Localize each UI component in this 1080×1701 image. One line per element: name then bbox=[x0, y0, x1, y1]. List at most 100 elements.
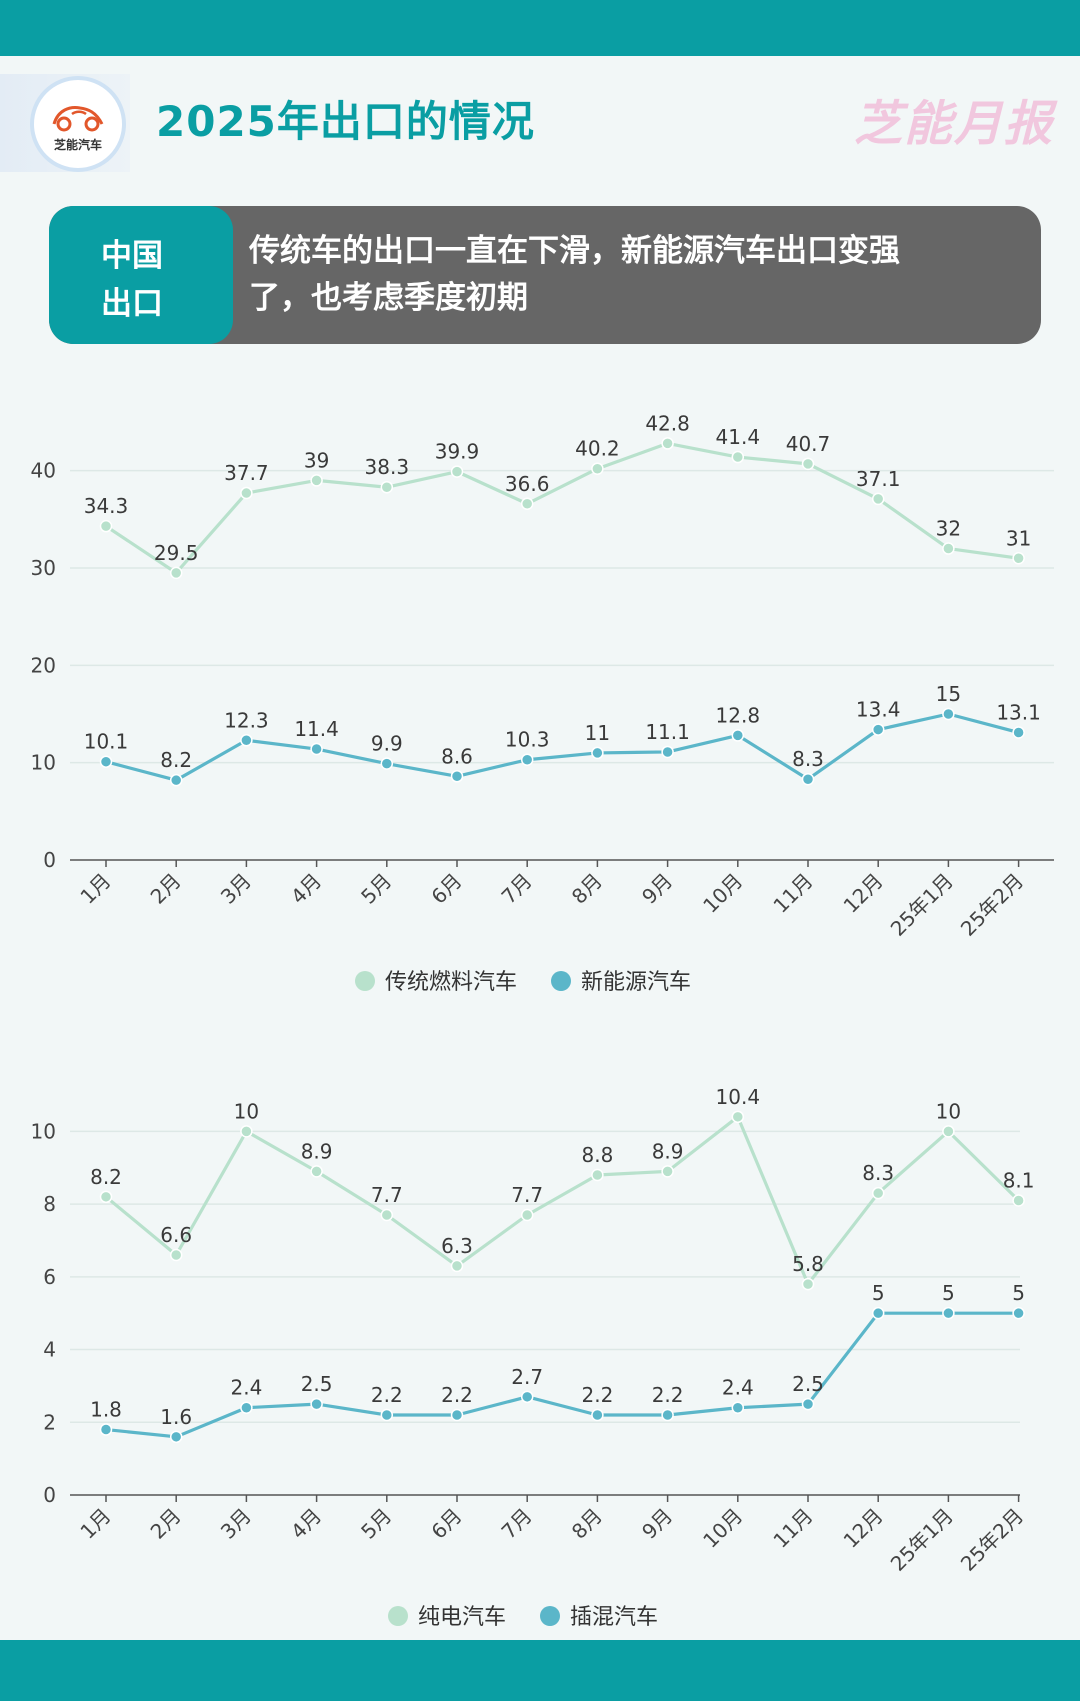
data-label: 36.6 bbox=[505, 472, 550, 496]
data-point bbox=[99, 1423, 113, 1436]
series-line bbox=[104, 1115, 1020, 1286]
data-point bbox=[99, 519, 113, 533]
data-label: 32 bbox=[936, 517, 961, 541]
series-line bbox=[105, 441, 1019, 575]
banner-tag: 中国 出口 bbox=[49, 206, 233, 344]
data-point bbox=[310, 1397, 323, 1411]
data-label: 8.1 bbox=[1003, 1168, 1035, 1192]
data-point bbox=[871, 723, 885, 736]
data-label: 1.6 bbox=[160, 1405, 192, 1429]
data-label: 8.3 bbox=[792, 747, 824, 771]
data-label: 5.8 bbox=[792, 1252, 824, 1276]
data-point bbox=[871, 492, 885, 506]
data-point bbox=[1012, 1194, 1025, 1207]
data-point bbox=[591, 746, 604, 760]
data-point bbox=[1012, 726, 1025, 739]
x-tick-label: 8月 bbox=[567, 869, 607, 909]
x-tick-label: 5月 bbox=[356, 1504, 396, 1544]
legend-marker bbox=[540, 1606, 560, 1626]
data-point bbox=[310, 1165, 323, 1178]
data-label: 37.1 bbox=[856, 467, 901, 491]
data-label: 6.6 bbox=[160, 1223, 192, 1247]
data-point bbox=[661, 745, 674, 759]
data-label: 8.9 bbox=[652, 1139, 684, 1163]
bottom-bar bbox=[0, 1640, 1080, 1701]
brand-watermark: 芝能月报 bbox=[853, 96, 1054, 152]
legend-label: 新能源汽车 bbox=[581, 970, 691, 995]
banner-text: 传统车的出口一直在下滑，新能源汽车出口变强 了，也考虑季度初期 bbox=[249, 228, 1009, 322]
legend-marker bbox=[388, 1606, 408, 1626]
y-tick-label: 10 bbox=[31, 1119, 56, 1143]
data-label: 15 bbox=[936, 682, 961, 706]
data-label: 11 bbox=[585, 721, 610, 745]
legend-marker bbox=[551, 971, 571, 991]
data-point bbox=[520, 753, 534, 766]
y-tick-label: 20 bbox=[31, 653, 56, 677]
x-tick-label: 9月 bbox=[637, 1504, 677, 1544]
data-point bbox=[450, 1408, 464, 1422]
x-tick-label: 5月 bbox=[356, 869, 396, 909]
data-point bbox=[942, 1125, 955, 1138]
data-label: 12.3 bbox=[224, 708, 269, 732]
data-label: 2.7 bbox=[511, 1365, 543, 1389]
data-label: 10.4 bbox=[716, 1085, 761, 1109]
data-label: 2.2 bbox=[652, 1383, 684, 1407]
data-label: 8.8 bbox=[581, 1143, 613, 1167]
legend-label: 传统燃料汽车 bbox=[385, 970, 517, 995]
x-tick-label: 4月 bbox=[286, 1504, 326, 1544]
x-tick-label: 8月 bbox=[567, 1504, 607, 1544]
x-tick-label: 10月 bbox=[698, 869, 747, 918]
y-tick-label: 6 bbox=[43, 1265, 56, 1289]
x-tick-label: 11月 bbox=[768, 1504, 817, 1553]
y-tick-label: 4 bbox=[43, 1338, 56, 1362]
data-point bbox=[801, 1397, 815, 1411]
data-point bbox=[380, 757, 394, 770]
x-tick-label: 2月 bbox=[146, 869, 186, 909]
data-label: 10 bbox=[936, 1099, 961, 1123]
banner-tag-line-1: 中国 bbox=[101, 238, 163, 274]
data-point bbox=[731, 450, 745, 464]
data-label: 1.8 bbox=[90, 1398, 122, 1422]
data-label: 38.3 bbox=[365, 455, 410, 479]
y-tick-label: 40 bbox=[31, 459, 56, 483]
banner-tag-line-2: 出口 bbox=[101, 286, 163, 322]
data-point bbox=[731, 1401, 745, 1414]
series-line bbox=[105, 1311, 1019, 1439]
data-label: 2.4 bbox=[230, 1376, 262, 1400]
data-label: 40.7 bbox=[786, 432, 831, 456]
legend-label: 纯电汽车 bbox=[418, 1605, 506, 1630]
data-point bbox=[520, 1208, 534, 1222]
chart-fuel-vs-nev: 0 10 20 30 40 1月 2月 3月 4月 5月 6月 7月 8月 9月 10月 11月 12月25年1… bbox=[31, 411, 1054, 995]
data-point bbox=[801, 457, 815, 471]
banner-text-line-1: 传统车的出口一直在下滑，新能源汽车出口变强 bbox=[249, 233, 900, 269]
x-tick-label: 12月 bbox=[839, 1504, 888, 1553]
x-tick-label: 4月 bbox=[286, 869, 326, 909]
banner-text-line-2: 了，也考虑季度初期 bbox=[249, 280, 528, 316]
data-point bbox=[591, 462, 604, 475]
data-point bbox=[520, 497, 534, 511]
data-point bbox=[380, 480, 394, 494]
data-point bbox=[99, 1190, 113, 1204]
data-point bbox=[240, 486, 253, 500]
data-point bbox=[942, 707, 955, 721]
data-label: 6.3 bbox=[441, 1234, 473, 1258]
data-label: 2.5 bbox=[792, 1372, 824, 1396]
data-point bbox=[661, 1165, 674, 1178]
data-label: 5 bbox=[872, 1281, 885, 1305]
data-point bbox=[871, 1186, 885, 1200]
x-tick-label: 12月 bbox=[839, 869, 888, 918]
data-point bbox=[731, 1110, 745, 1124]
x-tick-label: 10月 bbox=[698, 1504, 747, 1553]
data-label: 5 bbox=[1012, 1281, 1025, 1305]
data-point bbox=[450, 465, 464, 478]
x-tick-label: 9月 bbox=[637, 869, 677, 909]
x-tick-label: 6月 bbox=[426, 869, 466, 909]
data-label: 29.5 bbox=[154, 541, 199, 565]
top-bar bbox=[0, 0, 1080, 56]
data-label: 10.1 bbox=[84, 730, 129, 754]
x-tick-label: 3月 bbox=[216, 869, 256, 909]
data-point bbox=[871, 1306, 885, 1320]
data-point bbox=[240, 1401, 253, 1414]
data-point bbox=[380, 1208, 394, 1222]
x-tick-label: 6月 bbox=[426, 1504, 466, 1544]
